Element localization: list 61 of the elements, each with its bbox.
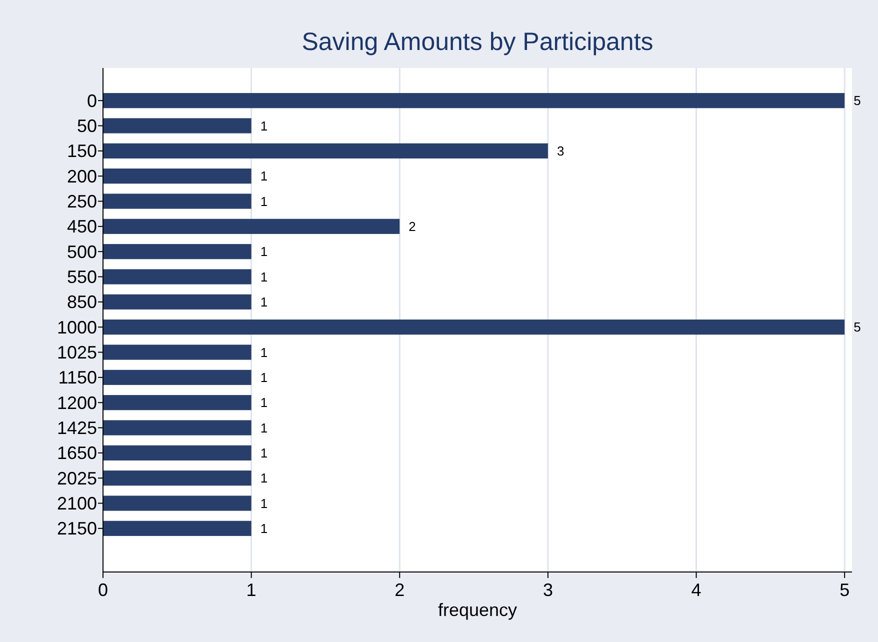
data-label: 5 — [854, 93, 861, 108]
y-tick-label: 1200 — [56, 392, 97, 413]
x-tick-label: 5 — [840, 580, 850, 600]
y-tick-label: 0 — [86, 90, 97, 111]
data-label: 1 — [260, 496, 268, 511]
y-tick-label: 450 — [66, 216, 97, 237]
x-tick-label: 2 — [394, 580, 405, 600]
bar — [103, 370, 252, 385]
y-tick-label: 1000 — [56, 317, 97, 338]
bar — [103, 395, 252, 410]
data-label: 1 — [260, 294, 268, 310]
bar — [103, 218, 400, 234]
data-label: 1 — [260, 194, 268, 209]
x-tick-label: 3 — [542, 580, 553, 600]
bar — [103, 420, 252, 436]
bar — [103, 118, 252, 134]
bar — [103, 344, 252, 360]
x-tick-label: 1 — [246, 580, 256, 600]
y-tick-label: 1025 — [56, 342, 97, 363]
y-tick-label: 500 — [66, 242, 97, 262]
data-label: 1 — [260, 520, 268, 536]
y-tick-label: 150 — [66, 141, 97, 162]
data-label: 1 — [260, 420, 268, 436]
data-label: 1 — [260, 470, 268, 486]
x-axis-title: frequency — [438, 600, 518, 620]
bar — [103, 194, 252, 209]
bar — [103, 93, 845, 108]
data-label: 3 — [556, 143, 564, 158]
bar — [103, 445, 252, 460]
bar — [103, 269, 252, 284]
data-label: 1 — [260, 344, 268, 360]
bar — [103, 294, 252, 310]
y-tick-label: 1425 — [56, 418, 97, 438]
data-label: 1 — [260, 269, 268, 284]
bar — [103, 496, 252, 511]
data-label: 1 — [260, 395, 268, 410]
y-tick-label: 2150 — [56, 518, 97, 539]
y-tick-label: 50 — [76, 116, 97, 136]
y-tick-label: 250 — [66, 192, 97, 212]
data-label: 1 — [260, 168, 268, 184]
bar — [103, 320, 845, 335]
bar — [103, 244, 252, 260]
bar — [103, 470, 252, 486]
y-tick-label: 2025 — [56, 468, 97, 488]
bar — [103, 143, 548, 158]
data-label: 1 — [260, 118, 268, 134]
y-tick-label: 1650 — [56, 443, 97, 464]
data-label: 5 — [854, 320, 861, 335]
data-label: 2 — [408, 218, 416, 234]
bar — [103, 168, 252, 184]
y-tick-label: 1150 — [58, 368, 97, 388]
bar — [103, 520, 252, 536]
data-label: 1 — [260, 244, 268, 260]
chart-title: Saving Amounts by Participants — [302, 28, 654, 56]
y-tick-label: 2100 — [56, 494, 97, 514]
data-label: 1 — [260, 370, 268, 385]
data-label: 1 — [260, 445, 268, 460]
y-tick-label: 850 — [66, 292, 97, 312]
y-tick-label: 550 — [66, 267, 97, 288]
y-tick-label: 200 — [66, 166, 97, 186]
x-tick-label: 4 — [691, 580, 702, 600]
